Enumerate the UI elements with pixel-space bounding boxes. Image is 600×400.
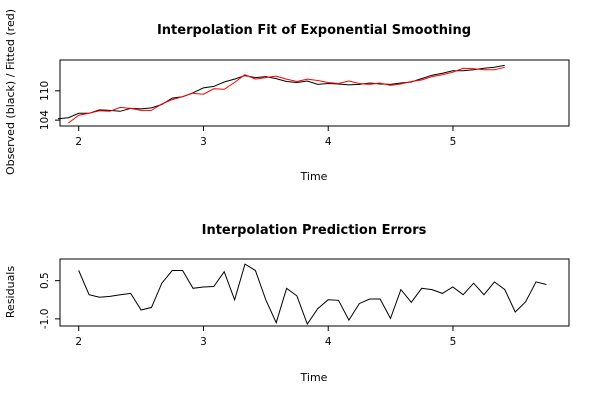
fit-line-observed bbox=[57, 64, 505, 120]
errors-series bbox=[78, 263, 547, 326]
fit-x-tick-label: 2 bbox=[75, 136, 82, 148]
errors-plot-frame bbox=[59, 258, 570, 327]
fit-x-tick-label: 4 bbox=[325, 136, 332, 148]
errors-x-axis: 2 3 4 5 bbox=[75, 326, 456, 348]
fit-x-tick-label: 5 bbox=[450, 136, 457, 148]
fit-panel: Interpolation Fit of Exponential Smoothi… bbox=[4, 9, 570, 183]
fit-ylabel: Observed (black) / Fitted (red) bbox=[4, 9, 17, 175]
errors-line-residuals bbox=[78, 263, 547, 326]
errors-x-tick-label: 4 bbox=[325, 336, 332, 348]
fit-y-tick-label: 110 bbox=[39, 81, 51, 101]
errors-chart-title: Interpolation Prediction Errors bbox=[202, 223, 427, 238]
fit-chart-title: Interpolation Fit of Exponential Smoothi… bbox=[157, 23, 471, 38]
errors-xlabel: Time bbox=[300, 371, 328, 384]
errors-x-tick-label: 3 bbox=[200, 336, 207, 348]
fit-series bbox=[57, 64, 505, 124]
fit-plot-frame bbox=[59, 59, 570, 127]
errors-x-tick-label: 5 bbox=[450, 336, 457, 348]
errors-panel: Interpolation Prediction Errors Residual… bbox=[4, 223, 570, 384]
errors-y-tick-label: 0.5 bbox=[39, 272, 51, 289]
errors-y-axis: -1.0 0.5 bbox=[39, 272, 60, 329]
fit-x-tick-label: 3 bbox=[200, 136, 207, 148]
errors-ylabel: Residuals bbox=[4, 266, 17, 318]
fit-x-axis: 2 3 4 5 bbox=[75, 126, 456, 148]
errors-x-tick-label: 2 bbox=[75, 336, 82, 348]
fit-xlabel: Time bbox=[300, 170, 328, 183]
fit-y-tick-label: 104 bbox=[39, 110, 51, 130]
errors-y-tick-label: -1.0 bbox=[39, 309, 51, 330]
fit-line-fitted bbox=[67, 66, 505, 124]
